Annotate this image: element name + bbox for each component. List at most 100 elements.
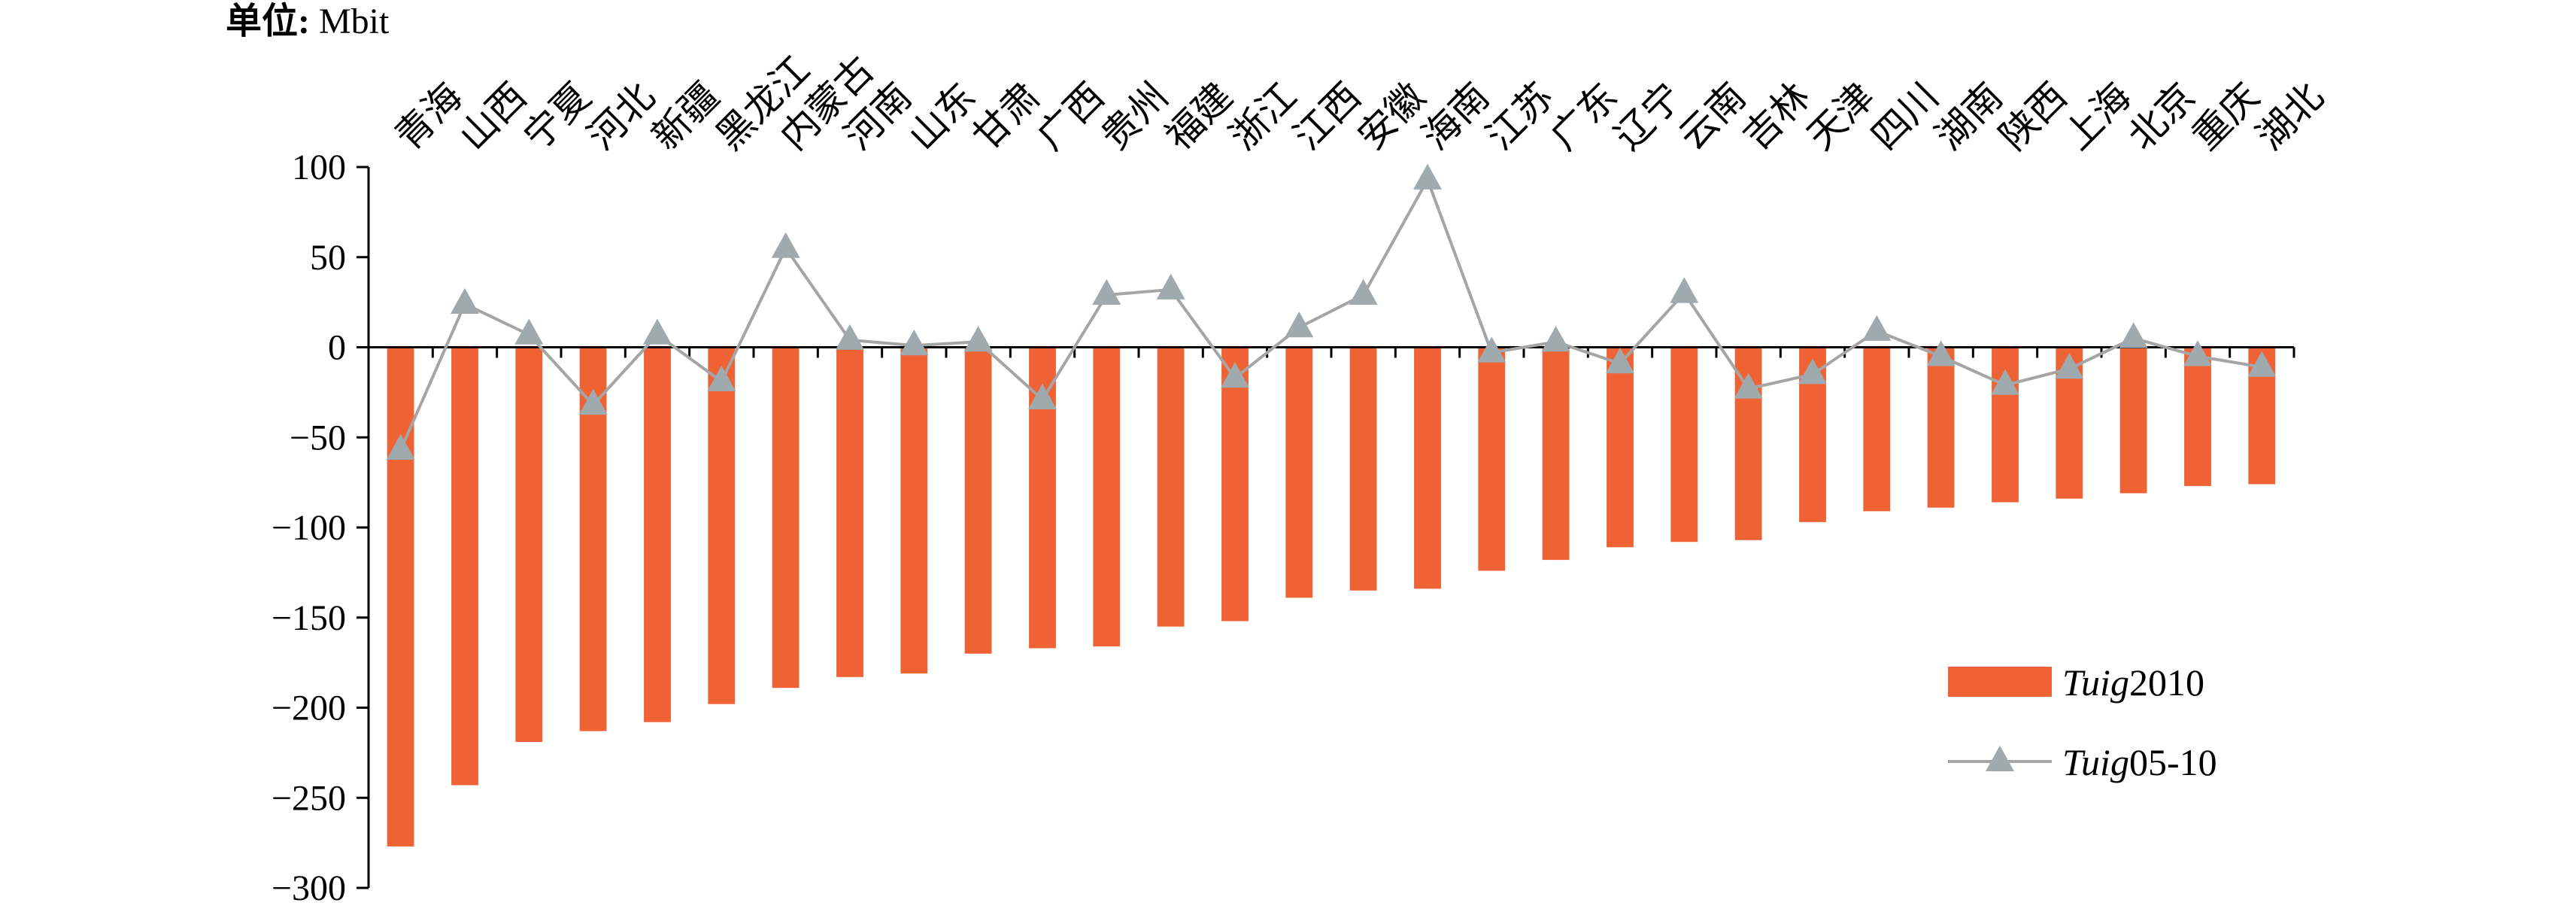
- marker-山西: [451, 287, 479, 314]
- marker-陕西: [1991, 369, 2019, 395]
- y-tick-label: −300: [272, 868, 346, 908]
- category-label-山西: 山西: [451, 74, 534, 157]
- marker-吉林: [1734, 372, 1763, 399]
- y-tick-label: −250: [272, 778, 346, 818]
- marker-黑龙江: [707, 365, 736, 391]
- marker-河北: [578, 388, 608, 415]
- legend-triangle-icon: [1986, 745, 2014, 771]
- bar-北京: [2119, 347, 2147, 494]
- bars-layer: [387, 347, 2276, 847]
- category-label-甘肃: 甘肃: [965, 74, 1048, 157]
- legend-label-line: Tuig05-10: [2062, 741, 2217, 783]
- category-label-贵州: 贵州: [1094, 74, 1176, 157]
- bar-安徽: [1349, 347, 1377, 591]
- bar-四川: [1863, 347, 1891, 512]
- bar-浙江: [1221, 347, 1249, 622]
- category-label-湖南: 湖南: [1928, 74, 2010, 157]
- y-tick-label: −150: [272, 598, 346, 638]
- bar-重庆: [2184, 347, 2211, 486]
- marker-广西: [1028, 383, 1057, 409]
- marker-海南: [1413, 163, 1442, 190]
- category-label-云南: 云南: [1671, 74, 1754, 157]
- marker-上海: [2055, 353, 2084, 379]
- marker-安徽: [1349, 278, 1378, 305]
- marker-云南: [1670, 277, 1699, 303]
- bar-新疆: [644, 347, 671, 722]
- category-label-辽宁: 辽宁: [1607, 74, 1689, 157]
- category-label-浙江: 浙江: [1221, 74, 1304, 157]
- legend-bar-swatch: [1948, 667, 2052, 697]
- category-label-江西: 江西: [1286, 74, 1369, 157]
- bar-广东: [1542, 347, 1570, 561]
- category-label-湖北: 湖北: [2249, 74, 2332, 157]
- category-label-安徽: 安徽: [1350, 74, 1433, 157]
- category-label-四川: 四川: [1864, 74, 1946, 157]
- marker-内蒙古: [771, 232, 800, 258]
- marker-重庆: [2183, 340, 2212, 366]
- category-label-海南: 海南: [1414, 74, 1497, 157]
- category-label-广西: 广西: [1029, 74, 1112, 157]
- y-tick-label: −200: [272, 688, 346, 728]
- legend-label-line-italic: Tuig: [2062, 741, 2129, 783]
- marker-江苏: [1477, 336, 1506, 363]
- category-label-河北: 河北: [580, 74, 663, 157]
- legend-label-bar-rest: 2010: [2129, 661, 2204, 704]
- marker-贵州: [1092, 278, 1121, 305]
- unit-prefix: 单位:: [226, 2, 310, 41]
- marker-辽宁: [1606, 347, 1634, 374]
- marker-湖北: [2247, 351, 2277, 377]
- line-Tuig05-10: [399, 176, 2262, 451]
- bar-福建: [1157, 347, 1185, 627]
- marker-青海: [386, 433, 415, 460]
- unit-suffix: Mbit: [319, 2, 390, 41]
- marker-江西: [1285, 312, 1314, 338]
- bar-江苏: [1478, 347, 1506, 571]
- bar-黑龙江: [708, 347, 736, 704]
- axes-layer: 100 50 0 −50 −100 −150 −200 −250 −300: [272, 147, 2295, 908]
- legend-label-bar-italic: Tuig: [2062, 661, 2129, 704]
- bar-河南: [836, 347, 863, 677]
- marker-湖南: [1926, 340, 1956, 366]
- marker-甘肃: [963, 326, 993, 352]
- category-label-上海: 上海: [2056, 74, 2139, 157]
- legend-label-line-rest: 05-10: [2129, 741, 2217, 783]
- unit-label: 单位: Mbit: [226, 2, 390, 41]
- legend-label-bar: Tuig2010: [2062, 661, 2204, 704]
- y-tick-label: 50: [310, 238, 346, 278]
- category-label-天津: 天津: [1799, 74, 1882, 157]
- category-labels: 青海山西宁夏河北新疆黑龙江内蒙古河南山东甘肃广西贵州福建浙江江西安徽海南江苏广东…: [387, 48, 2332, 158]
- bar-辽宁: [1607, 347, 1634, 548]
- bar-山东: [900, 347, 928, 673]
- bar-山西: [451, 347, 478, 786]
- y-tick-label: −50: [290, 418, 346, 457]
- bar-贵州: [1093, 347, 1121, 647]
- category-label-青海: 青海: [387, 74, 470, 157]
- y-tick-label: 0: [328, 328, 346, 368]
- marker-天津: [1798, 358, 1827, 385]
- marker-新疆: [643, 318, 672, 345]
- y-tick-label: 100: [292, 147, 346, 187]
- bar-江西: [1285, 347, 1313, 598]
- marker-河南: [836, 324, 864, 350]
- marker-四川: [1862, 315, 1892, 341]
- bar-甘肃: [964, 347, 992, 654]
- category-label-江苏: 江苏: [1479, 74, 1561, 157]
- category-label-吉林: 吉林: [1735, 74, 1818, 157]
- category-label-山东: 山东: [901, 74, 984, 157]
- category-label-福建: 福建: [1158, 74, 1240, 157]
- marker-福建: [1156, 273, 1185, 299]
- marker-宁夏: [514, 318, 544, 345]
- bar-青海: [387, 347, 414, 847]
- bar-内蒙古: [772, 347, 800, 688]
- category-label-新疆: 新疆: [644, 74, 727, 157]
- marker-山东: [900, 329, 929, 356]
- category-label-广东: 广东: [1543, 74, 1625, 157]
- marker-浙江: [1221, 362, 1249, 388]
- bar-宁夏: [515, 347, 543, 742]
- category-label-陕西: 陕西: [1992, 74, 2074, 157]
- category-label-北京: 北京: [2120, 74, 2203, 157]
- line-layer: [386, 163, 2277, 460]
